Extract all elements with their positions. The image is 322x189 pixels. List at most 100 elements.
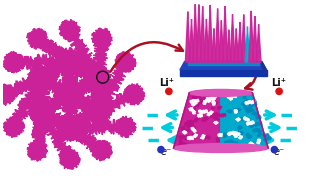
Polygon shape (194, 101, 202, 105)
Polygon shape (185, 135, 190, 139)
Polygon shape (0, 84, 15, 105)
Polygon shape (27, 98, 54, 124)
Polygon shape (247, 105, 252, 110)
Polygon shape (56, 48, 83, 75)
Polygon shape (237, 144, 245, 147)
Polygon shape (245, 100, 251, 105)
Polygon shape (59, 19, 80, 41)
Polygon shape (203, 101, 206, 104)
Polygon shape (236, 118, 241, 121)
Polygon shape (180, 61, 267, 70)
Polygon shape (234, 29, 239, 62)
Polygon shape (215, 9, 220, 62)
Polygon shape (250, 100, 256, 104)
Polygon shape (206, 97, 213, 101)
Polygon shape (256, 129, 261, 133)
Polygon shape (223, 6, 227, 62)
Polygon shape (185, 12, 190, 62)
Polygon shape (204, 19, 209, 62)
Polygon shape (213, 102, 218, 105)
Polygon shape (247, 135, 252, 139)
Text: e⁻: e⁻ (274, 147, 285, 157)
Polygon shape (238, 92, 245, 96)
Polygon shape (256, 116, 261, 119)
Polygon shape (187, 125, 192, 129)
Polygon shape (229, 95, 236, 98)
Polygon shape (204, 135, 210, 139)
Text: e⁻: e⁻ (160, 147, 171, 157)
Polygon shape (91, 38, 109, 78)
Polygon shape (190, 99, 199, 103)
Polygon shape (211, 113, 216, 116)
Polygon shape (256, 122, 262, 125)
Polygon shape (206, 97, 215, 101)
Polygon shape (194, 118, 198, 122)
Polygon shape (218, 106, 222, 110)
Polygon shape (226, 30, 231, 62)
Polygon shape (208, 5, 213, 62)
Polygon shape (188, 120, 194, 123)
Polygon shape (256, 24, 261, 62)
Polygon shape (85, 65, 112, 92)
Polygon shape (180, 70, 267, 76)
Polygon shape (187, 136, 193, 139)
Polygon shape (245, 27, 250, 62)
Polygon shape (248, 100, 256, 104)
Polygon shape (232, 131, 240, 136)
Polygon shape (263, 134, 269, 137)
Polygon shape (94, 60, 129, 114)
Polygon shape (38, 56, 73, 85)
Polygon shape (242, 15, 246, 62)
Polygon shape (36, 108, 74, 162)
Polygon shape (27, 65, 54, 92)
Polygon shape (26, 28, 47, 49)
Polygon shape (38, 71, 72, 101)
Polygon shape (246, 123, 253, 128)
Polygon shape (192, 110, 195, 114)
Polygon shape (185, 123, 193, 126)
Polygon shape (186, 122, 190, 124)
Polygon shape (66, 55, 103, 84)
Polygon shape (189, 19, 194, 62)
Polygon shape (66, 122, 105, 155)
Polygon shape (179, 143, 186, 146)
Polygon shape (202, 118, 207, 122)
Circle shape (158, 146, 164, 153)
Polygon shape (205, 90, 207, 95)
Polygon shape (205, 99, 211, 102)
Polygon shape (174, 93, 268, 148)
Circle shape (271, 146, 278, 153)
Polygon shape (212, 96, 216, 101)
Polygon shape (178, 135, 182, 138)
Polygon shape (190, 126, 196, 130)
Circle shape (166, 88, 172, 94)
Polygon shape (253, 129, 260, 132)
Polygon shape (243, 96, 246, 99)
Polygon shape (115, 116, 136, 138)
Polygon shape (198, 101, 205, 104)
Polygon shape (227, 132, 233, 136)
Polygon shape (64, 27, 102, 79)
Polygon shape (252, 16, 257, 62)
Polygon shape (212, 101, 215, 105)
Polygon shape (189, 108, 193, 111)
Polygon shape (182, 129, 189, 132)
Text: Li⁺: Li⁺ (159, 77, 174, 88)
Polygon shape (9, 76, 45, 130)
Polygon shape (2, 71, 44, 100)
Polygon shape (234, 109, 237, 113)
Polygon shape (257, 139, 260, 144)
Polygon shape (252, 122, 258, 126)
Polygon shape (188, 62, 259, 65)
Polygon shape (224, 132, 230, 136)
Polygon shape (181, 127, 185, 129)
Polygon shape (85, 97, 112, 125)
Polygon shape (219, 20, 224, 62)
Polygon shape (243, 117, 250, 121)
Polygon shape (192, 95, 200, 99)
Polygon shape (214, 121, 218, 124)
Polygon shape (215, 113, 218, 116)
Polygon shape (3, 116, 24, 138)
Polygon shape (197, 97, 205, 101)
Polygon shape (246, 133, 251, 138)
